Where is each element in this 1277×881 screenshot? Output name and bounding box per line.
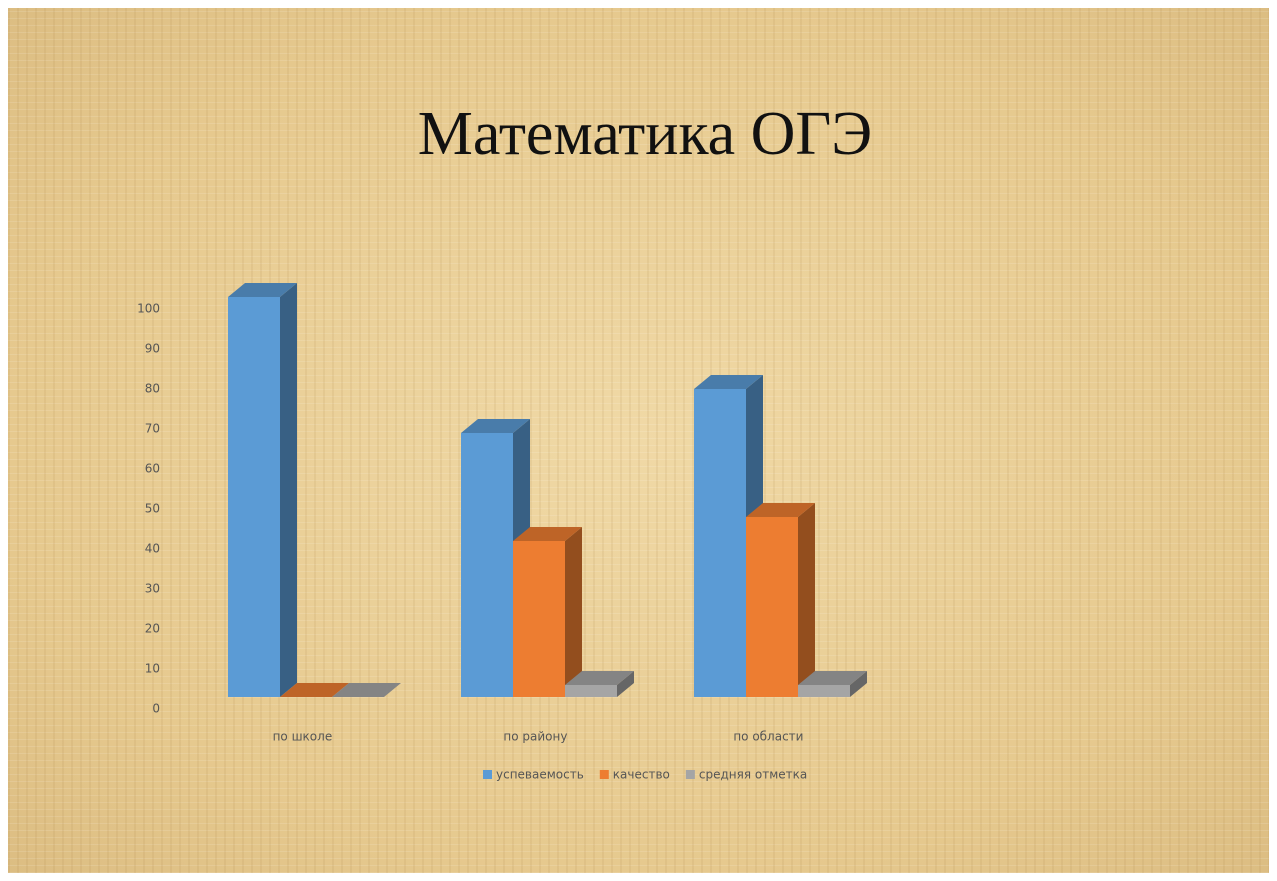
bar <box>513 527 582 697</box>
bar-front <box>746 517 798 697</box>
bar-side <box>565 527 582 697</box>
bar <box>228 283 297 697</box>
y-tick-label: 20 <box>145 622 160 636</box>
bar-front <box>461 433 513 697</box>
legend-swatch <box>685 770 695 779</box>
y-tick-label: 0 <box>152 702 160 716</box>
bar-front <box>694 389 746 697</box>
x-tick-label: по области <box>733 730 803 744</box>
bar <box>565 671 634 697</box>
y-tick-label: 90 <box>145 342 160 356</box>
background <box>8 8 1269 873</box>
legend-label: средняя отметка <box>699 768 807 782</box>
x-tick-label: по школе <box>273 730 333 744</box>
bar-front <box>513 541 565 697</box>
bar-top <box>461 419 530 433</box>
bar-side <box>280 283 297 697</box>
bar-front <box>565 685 617 697</box>
bar-side <box>798 503 815 697</box>
x-tick-label: по району <box>503 730 567 744</box>
bar-top <box>798 671 867 685</box>
bar-top <box>513 527 582 541</box>
bar-top <box>280 683 349 697</box>
bar <box>798 671 867 697</box>
y-tick-label: 60 <box>145 462 160 476</box>
bar-side <box>617 671 634 697</box>
bar-top <box>228 283 297 297</box>
legend-swatch <box>599 770 609 779</box>
bar-top <box>694 375 763 389</box>
bar <box>461 419 530 697</box>
bar-front <box>228 297 280 697</box>
bar-side <box>850 671 867 697</box>
bar-top <box>332 683 401 697</box>
bar <box>280 683 349 697</box>
y-tick-label: 80 <box>145 382 160 396</box>
bar-top <box>746 503 815 517</box>
chart-title: Математика ОГЭ <box>418 100 872 168</box>
bar-front <box>798 685 850 697</box>
legend-swatch <box>483 770 492 779</box>
y-tick-label: 40 <box>145 542 160 556</box>
y-tick-label: 100 <box>137 302 160 316</box>
y-tick-label: 10 <box>145 662 160 676</box>
legend-label: качество <box>613 768 670 782</box>
bar <box>332 683 401 697</box>
bar-top <box>565 671 634 685</box>
y-tick-label: 70 <box>145 422 160 436</box>
y-tick-label: 50 <box>145 502 160 516</box>
legend-label: успеваемость <box>496 768 584 782</box>
bar <box>746 503 815 697</box>
y-tick-label: 30 <box>145 582 160 596</box>
